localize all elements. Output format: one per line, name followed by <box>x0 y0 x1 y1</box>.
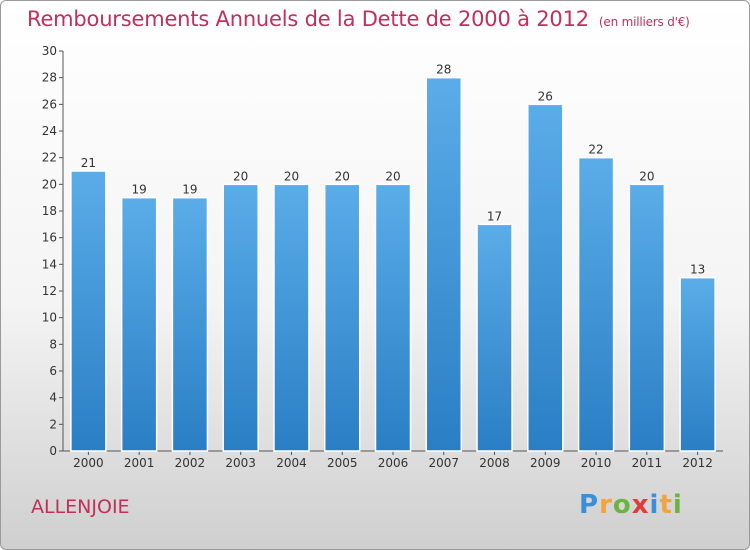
data-label-2003: 20 <box>233 169 248 183</box>
bar-2011 <box>628 183 666 452</box>
y-tick-label: 20 <box>42 177 57 191</box>
bar-2012 <box>679 276 716 452</box>
bar-2010 <box>577 156 615 452</box>
y-tick-label: 12 <box>42 284 57 298</box>
x-tick-label-2008: 2008 <box>479 456 510 470</box>
y-tick-label: 30 <box>42 44 57 58</box>
x-tick-label-2012: 2012 <box>682 456 713 470</box>
data-label-2011: 20 <box>639 169 654 183</box>
data-label-2009: 26 <box>538 89 553 103</box>
y-tick-label: 0 <box>49 444 57 458</box>
data-label-2005: 20 <box>335 169 350 183</box>
data-label-2007: 28 <box>436 63 451 77</box>
y-tick-label: 18 <box>42 204 57 218</box>
chart-title: Remboursements Annuels de la Dette de 20… <box>27 7 690 31</box>
data-label-2010: 22 <box>588 143 603 157</box>
bar-2002 <box>171 196 209 452</box>
x-tick-label-2002: 2002 <box>175 456 206 470</box>
data-label-2004: 20 <box>284 169 299 183</box>
y-tick-label: 14 <box>42 257 57 271</box>
data-label-2008: 17 <box>487 209 502 223</box>
x-tick-label-2001: 2001 <box>124 456 155 470</box>
y-tick-label: 10 <box>42 311 57 325</box>
bar-2004 <box>273 183 310 452</box>
bar-2008 <box>476 223 513 452</box>
x-tick-label-2004: 2004 <box>276 456 307 470</box>
bar-2003 <box>222 183 259 452</box>
x-tick-label-2005: 2005 <box>327 456 358 470</box>
bar-2005 <box>323 183 361 452</box>
y-tick-label: 28 <box>42 71 57 85</box>
proxiti-logo: Proxiti <box>579 490 683 520</box>
bar-2007 <box>425 76 463 452</box>
bar-2000 <box>70 170 107 452</box>
y-tick-label: 22 <box>42 151 57 165</box>
data-label-2001: 19 <box>132 183 147 197</box>
commune-name: ALLENJOIE <box>31 496 130 518</box>
x-tick-label-2003: 2003 <box>225 456 256 470</box>
x-tick-label-2007: 2007 <box>428 456 459 470</box>
bar-2001 <box>120 196 158 452</box>
y-tick-label: 8 <box>49 337 57 351</box>
y-tick-label: 4 <box>49 391 57 405</box>
x-tick-label-2006: 2006 <box>378 456 409 470</box>
x-tick-label-2010: 2010 <box>581 456 612 470</box>
data-label-2006: 20 <box>385 169 400 183</box>
y-tick-label: 16 <box>42 231 57 245</box>
data-label-2002: 19 <box>182 183 197 197</box>
data-label-2000: 21 <box>81 156 96 170</box>
x-tick-label-2000: 2000 <box>73 456 104 470</box>
y-tick-label: 6 <box>49 364 57 378</box>
x-tick-label-2009: 2009 <box>530 456 561 470</box>
y-tick-label: 2 <box>49 417 57 431</box>
y-tick-label: 24 <box>42 124 57 138</box>
chart-subtitle: (en milliers d'€) <box>598 15 690 29</box>
data-label-2012: 13 <box>690 263 705 277</box>
bar-2006 <box>374 183 412 452</box>
x-tick-label-2011: 2011 <box>632 456 663 470</box>
bar-2009 <box>527 103 564 452</box>
y-tick-label: 26 <box>42 97 57 111</box>
